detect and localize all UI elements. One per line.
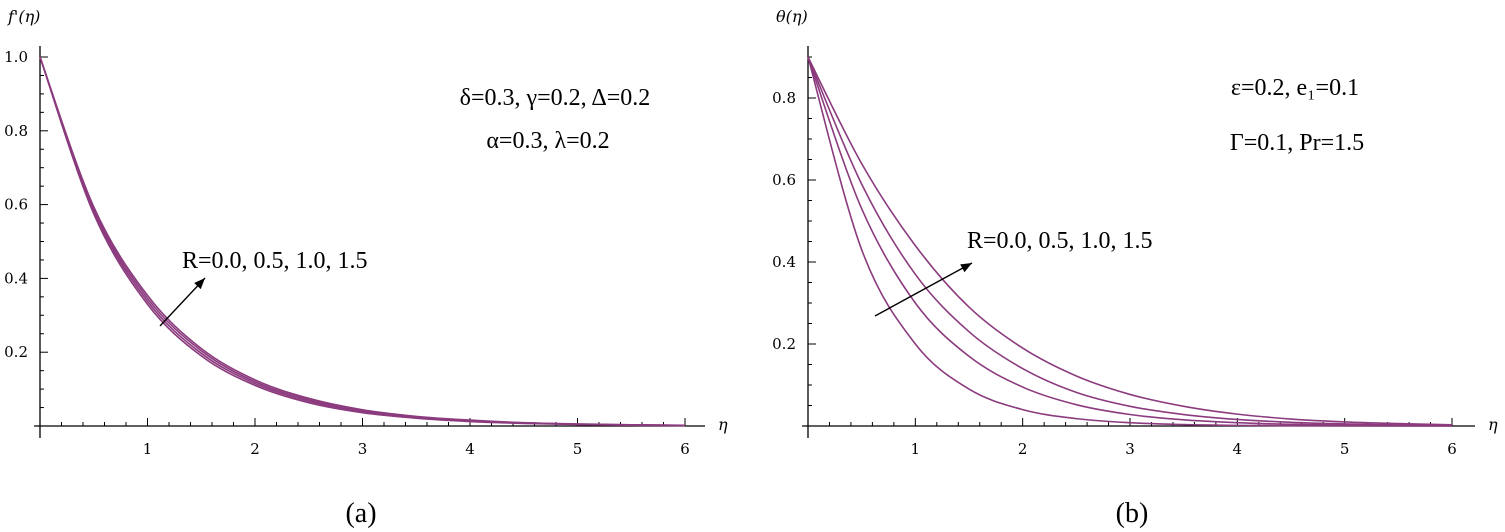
- x-tick-label: 3: [358, 440, 368, 458]
- annotation: δ=0.3, γ=0.2, Δ=0.2: [460, 85, 651, 111]
- arrow-head: [194, 278, 205, 290]
- y-tick-label: 0.4: [4, 269, 28, 287]
- series-line: [807, 56, 1453, 427]
- series-line: [807, 56, 1453, 427]
- y-tick-label: 0.8: [4, 122, 28, 140]
- x-tick-label: 5: [1340, 440, 1350, 458]
- series-line: [39, 56, 686, 427]
- annotation: α=0.3, λ=0.2: [486, 128, 609, 154]
- y-tick-label: 1.0: [4, 48, 28, 66]
- x-tick-label: 4: [465, 440, 475, 458]
- x-tick-label: 2: [1018, 440, 1028, 458]
- x-tick-label: 2: [250, 440, 260, 458]
- annotation: R=0.0, 0.5, 1.0, 1.5: [182, 248, 368, 274]
- x-tick-label: 5: [573, 440, 583, 458]
- y-tick-label: 0.6: [4, 196, 28, 214]
- series-line: [39, 56, 686, 427]
- x-tick-label: 6: [680, 440, 690, 458]
- series-line: [39, 56, 686, 427]
- x-axis-label: η: [1488, 415, 1498, 434]
- arrow-head: [960, 263, 972, 273]
- y-axis-label: f'(η): [7, 7, 40, 26]
- x-axis-label: η: [718, 415, 728, 434]
- panel-b: 1 2 3 4 5 6 0.2 0.4 0.6 0.8 θ(η) η ε=0.2, e₁=0.1 Γ=0.…: [772, 7, 1498, 529]
- annotation: Γ=0.1, Pr=1.5: [1230, 130, 1364, 156]
- subcaption: (b): [1116, 498, 1149, 529]
- subcaption: (a): [345, 498, 376, 529]
- x-tick-label: 3: [1125, 440, 1135, 458]
- series-line: [39, 56, 686, 427]
- annotation: R=0.0, 0.5, 1.0, 1.5: [967, 228, 1153, 254]
- y-tick-label: 0.4: [772, 253, 796, 271]
- panel-a: 1 2 3 4 5 6 0.2 0.4 0.6 0.8 1.0 f'(η) η δ=0.3, γ=0.2,…: [4, 7, 728, 529]
- x-tick-label: 6: [1447, 440, 1457, 458]
- y-tick-label: 0.6: [772, 171, 796, 189]
- x-tick-label: 4: [1233, 440, 1243, 458]
- annotation: ε=0.2, e₁=0.1: [1231, 75, 1359, 101]
- y-axis-label: θ(η): [776, 7, 808, 26]
- x-tick-label: 1: [143, 440, 153, 458]
- y-tick-label: 0.2: [772, 335, 796, 353]
- series-line: [807, 56, 1453, 426]
- y-tick-label: 0.2: [4, 343, 28, 361]
- arrow-line: [874, 262, 973, 317]
- y-tick-label: 0.8: [772, 89, 796, 107]
- x-tick-label: 1: [911, 440, 921, 458]
